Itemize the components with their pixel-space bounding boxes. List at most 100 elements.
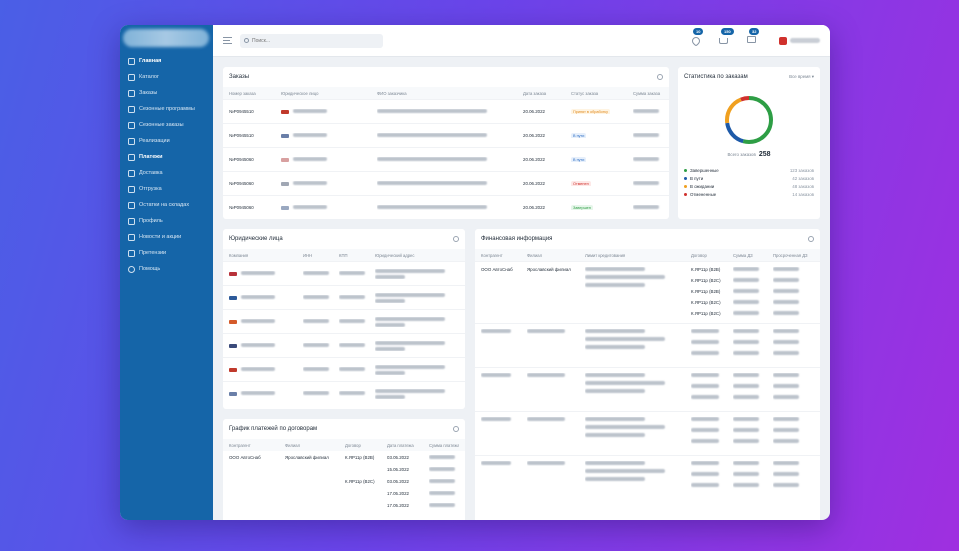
redacted-text	[733, 439, 759, 443]
cart-button[interactable]: 150	[719, 28, 734, 45]
table-row[interactable]	[223, 357, 465, 381]
redacted-text	[691, 395, 719, 399]
payments-table-header: Контрагент Филиал Договор Дата платежа Сумма…	[223, 439, 465, 451]
redacted-text	[633, 181, 659, 185]
info-icon[interactable]	[657, 74, 663, 80]
heart-icon	[690, 35, 702, 47]
total-value: 258	[758, 151, 771, 158]
table-row[interactable]: 15.05.2022	[223, 463, 465, 475]
legal-entity	[281, 133, 377, 138]
branch	[527, 329, 585, 334]
sidebar-item-13[interactable]: Помощь	[120, 261, 213, 277]
redacted-text	[773, 417, 799, 421]
finance-group[interactable]: ООО АвтоСнаб Ярославский филиал К.ЯР11р (В…	[475, 261, 820, 323]
table-row[interactable]: 17.05.2022	[223, 499, 465, 511]
company-logo-icon	[229, 271, 237, 276]
payments-col-header: Контрагент	[229, 442, 251, 448]
redacted-text	[633, 205, 659, 209]
sidebar-item-label: Профиль	[139, 218, 163, 224]
payment-sum	[429, 490, 459, 496]
company-name	[229, 391, 303, 396]
donut-slice[interactable]	[725, 96, 773, 144]
info-icon[interactable]	[453, 426, 459, 432]
table-row[interactable]: ООО АвтоСнаб Ярославский филиал К.ЯР11р (В…	[223, 451, 465, 463]
payment-date: 03.05.2022	[387, 478, 409, 484]
legal-address	[375, 268, 459, 279]
legal-col-header: Компания	[229, 252, 249, 258]
redacted-text	[585, 283, 645, 287]
donut-slice[interactable]	[725, 96, 773, 144]
table-row[interactable]	[223, 285, 465, 309]
table-row[interactable]	[223, 261, 465, 285]
inn	[303, 319, 339, 324]
sidebar-item-0[interactable]: Главная	[120, 53, 213, 69]
info-icon[interactable]	[808, 236, 814, 242]
redacted-text	[375, 340, 445, 345]
sidebar-item-1[interactable]: Каталог	[120, 69, 213, 85]
table-row[interactable]: №P0945060 20.06.2022 В пути	[223, 147, 669, 171]
stats-card: Статистика по заказам Все время ▾ Всего …	[678, 67, 820, 219]
finance-group[interactable]	[475, 455, 820, 499]
legal-table-body	[223, 261, 465, 405]
order-number: №P0945060	[229, 205, 254, 210]
sidebar-item-10[interactable]: Профиль	[120, 213, 213, 229]
payment-date: 03.05.2022	[387, 454, 409, 460]
redacted-text	[293, 109, 327, 113]
sidebar-item-4[interactable]: Сезонные заказы	[120, 117, 213, 133]
favorites-button[interactable]: 10	[690, 28, 704, 47]
sidebar-item-12[interactable]: Претензии	[120, 245, 213, 261]
table-row[interactable]	[223, 381, 465, 405]
sidebar-item-8[interactable]: Отгрузка	[120, 181, 213, 197]
search-box[interactable]	[240, 33, 383, 48]
redacted-text	[585, 461, 645, 465]
menu-icon[interactable]	[223, 37, 232, 44]
finance-group[interactable]	[475, 411, 820, 455]
debt-sum	[733, 373, 773, 406]
menu-item-icon	[128, 89, 135, 97]
redacted-text	[429, 490, 455, 495]
mail-button[interactable]: 32	[747, 28, 760, 45]
order-date: 20.06.2022	[523, 109, 545, 114]
legend-item: Отмененные 14 заказов	[678, 190, 820, 198]
kpp	[339, 367, 375, 372]
table-row[interactable]: К.ЯР11р (В2С) 03.05.2022	[223, 475, 465, 487]
sidebar-item-3[interactable]: Сезонные программы	[120, 101, 213, 117]
finance-group[interactable]	[475, 367, 820, 411]
orders-table-header: Номер заказа Юридическое лицо ФИО заказчик…	[223, 87, 669, 99]
table-row[interactable]	[223, 309, 465, 333]
redacted-text	[773, 395, 799, 399]
table-row[interactable]: 17.05.2022	[223, 487, 465, 499]
redacted-text	[429, 454, 455, 459]
table-row[interactable]: №P0945060 20.06.2022 Отменен	[223, 171, 669, 195]
table-row[interactable]: №P0945510 20.06.2022 Принят в обработку	[223, 99, 669, 123]
sidebar-item-11[interactable]: Новости и акции	[120, 229, 213, 245]
period-value: Все время	[789, 74, 811, 79]
table-row[interactable]: №P0945510 20.06.2022 В пути	[223, 123, 669, 147]
order-date: 20.06.2022	[523, 157, 545, 162]
info-icon[interactable]	[453, 236, 459, 242]
kpp	[339, 343, 375, 348]
payment-date: 17.05.2022	[387, 502, 409, 508]
redacted-text	[375, 370, 405, 375]
sidebar-item-9[interactable]: Остатки на складах	[120, 197, 213, 213]
sidebar-item-5[interactable]: Реализации	[120, 133, 213, 149]
debt-sum	[733, 417, 773, 450]
finance-group[interactable]	[475, 323, 820, 367]
menu-item-icon	[128, 233, 135, 241]
sidebar-item-label: Заказы	[139, 90, 158, 96]
user-menu[interactable]	[779, 36, 820, 45]
payments-col-header: Дата платежа	[387, 442, 414, 448]
search-input[interactable]	[252, 37, 372, 44]
sidebar-item-6[interactable]: Платежи	[120, 149, 213, 165]
table-row[interactable]: №P0945060 20.06.2022 Завершен	[223, 195, 669, 219]
debt-sum	[733, 267, 773, 322]
table-row[interactable]	[223, 333, 465, 357]
sidebar-item-7[interactable]: Доставка	[120, 165, 213, 181]
legend-item: Завершенные 123 заказов	[678, 166, 820, 174]
sidebar-item-2[interactable]: Заказы	[120, 85, 213, 101]
debt-sum	[733, 461, 773, 494]
kpp	[339, 271, 375, 276]
stats-legend: Завершенные 123 заказов В пути 42 заказов В …	[678, 166, 820, 198]
company-name	[229, 271, 303, 276]
period-dropdown[interactable]: Все время ▾	[789, 74, 814, 79]
